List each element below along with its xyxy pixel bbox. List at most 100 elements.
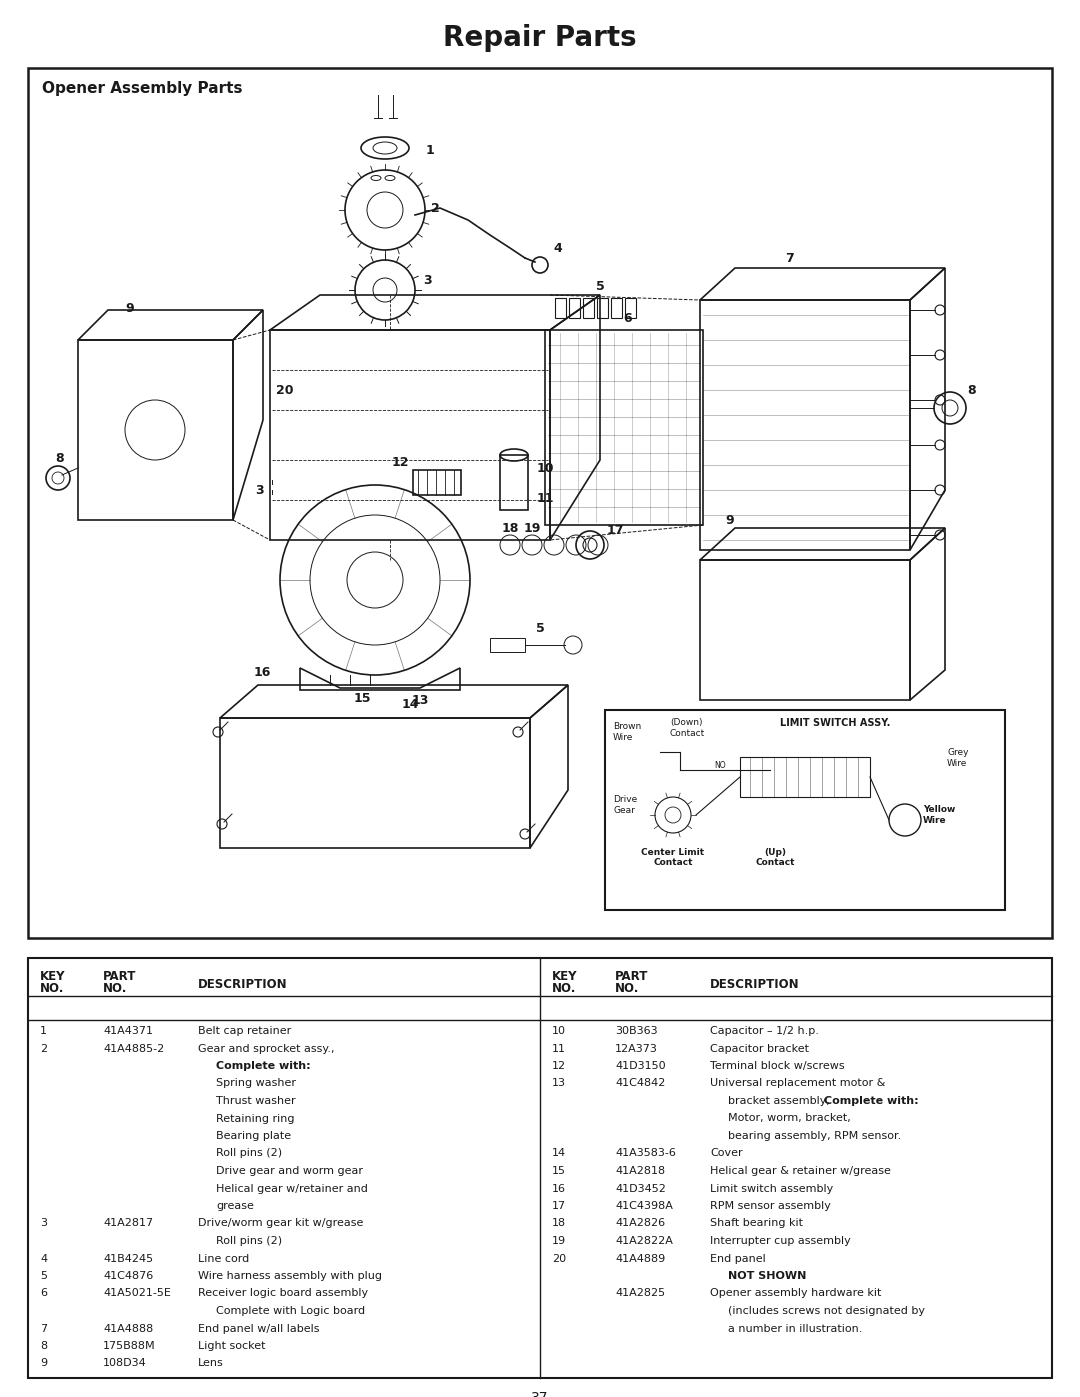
Bar — [413, 469, 461, 495]
Text: 17: 17 — [606, 524, 624, 536]
Text: Drive
Gear: Drive Gear — [613, 795, 637, 814]
Text: LIMIT SWITCH ASSY.: LIMIT SWITCH ASSY. — [780, 718, 890, 728]
Text: Opener assembly hardware kit: Opener assembly hardware kit — [710, 1288, 881, 1298]
Bar — [700, 560, 910, 700]
Text: Drive gear and worm gear: Drive gear and worm gear — [216, 1166, 363, 1176]
Text: 9: 9 — [125, 302, 134, 314]
Bar — [740, 757, 870, 798]
Text: Capacitor bracket: Capacitor bracket — [710, 1044, 809, 1053]
Text: 10: 10 — [552, 1025, 566, 1037]
Text: Cover: Cover — [710, 1148, 743, 1158]
Text: Limit switch assembly: Limit switch assembly — [710, 1183, 834, 1193]
Text: 3: 3 — [40, 1218, 48, 1228]
Text: 6: 6 — [623, 312, 632, 324]
Text: PART: PART — [615, 970, 648, 983]
Text: 7: 7 — [785, 251, 795, 264]
Text: Light socket: Light socket — [198, 1341, 266, 1351]
Text: 108D34: 108D34 — [103, 1358, 147, 1369]
Text: 41A2822A: 41A2822A — [615, 1236, 673, 1246]
Text: 175B88M: 175B88M — [103, 1341, 156, 1351]
Text: 8: 8 — [40, 1341, 48, 1351]
Text: Complete with:: Complete with: — [216, 1060, 311, 1071]
Text: Lens: Lens — [198, 1358, 224, 1369]
Text: Universal replacement motor &: Universal replacement motor & — [710, 1078, 886, 1088]
Text: 1: 1 — [426, 144, 434, 156]
Text: 10: 10 — [537, 461, 554, 475]
Text: 30B363: 30B363 — [615, 1025, 658, 1037]
Text: Line cord: Line cord — [198, 1253, 249, 1263]
Text: 11: 11 — [552, 1044, 566, 1053]
Text: RPM sensor assembly: RPM sensor assembly — [710, 1201, 831, 1211]
Text: 41D3452: 41D3452 — [615, 1183, 666, 1193]
Text: Drive/worm gear kit w/grease: Drive/worm gear kit w/grease — [198, 1218, 363, 1228]
Text: End panel: End panel — [710, 1253, 766, 1263]
Text: Yellow
Wire: Yellow Wire — [923, 805, 956, 826]
Text: 41C4876: 41C4876 — [103, 1271, 153, 1281]
Text: 19: 19 — [552, 1236, 566, 1246]
Bar — [597, 298, 608, 319]
Text: 41A2825: 41A2825 — [615, 1288, 665, 1298]
Bar — [28, 958, 1052, 1377]
Text: Retaining ring: Retaining ring — [216, 1113, 295, 1123]
Text: a number in illustration.: a number in illustration. — [728, 1323, 862, 1334]
Bar — [545, 330, 703, 525]
Text: DESCRIPTION: DESCRIPTION — [198, 978, 287, 990]
Text: Complete with Logic board: Complete with Logic board — [216, 1306, 365, 1316]
Text: Helical gear & retainer w/grease: Helical gear & retainer w/grease — [710, 1166, 891, 1176]
Text: 41A2818: 41A2818 — [615, 1166, 665, 1176]
Text: 41C4842: 41C4842 — [615, 1078, 665, 1088]
Text: 12A373: 12A373 — [615, 1044, 658, 1053]
Text: 13: 13 — [411, 693, 429, 707]
Bar — [605, 710, 1005, 909]
Text: 4: 4 — [554, 242, 563, 254]
Text: Brown
Wire: Brown Wire — [613, 722, 642, 742]
Text: 6: 6 — [40, 1288, 48, 1298]
Text: Thrust washer: Thrust washer — [216, 1097, 296, 1106]
Text: 41A4885-2: 41A4885-2 — [103, 1044, 164, 1053]
Text: 3: 3 — [423, 274, 432, 286]
Text: 4: 4 — [40, 1253, 48, 1263]
Text: 41B4245: 41B4245 — [103, 1253, 153, 1263]
Text: (includes screws not designated by: (includes screws not designated by — [728, 1306, 924, 1316]
Text: KEY: KEY — [40, 970, 66, 983]
Bar — [611, 298, 622, 319]
Bar — [583, 298, 594, 319]
Text: KEY: KEY — [552, 970, 578, 983]
Text: 2: 2 — [40, 1044, 48, 1053]
Bar — [569, 298, 580, 319]
Text: bearing assembly, RPM sensor.: bearing assembly, RPM sensor. — [728, 1132, 901, 1141]
Text: 37: 37 — [531, 1391, 549, 1397]
Text: 1: 1 — [40, 1025, 48, 1037]
Text: 41A4889: 41A4889 — [615, 1253, 665, 1263]
Text: 17: 17 — [552, 1201, 566, 1211]
Text: 11: 11 — [537, 492, 554, 504]
Text: Wire harness assembly with plug: Wire harness assembly with plug — [198, 1271, 382, 1281]
Text: NO: NO — [714, 761, 726, 771]
Text: End panel w/all labels: End panel w/all labels — [198, 1323, 320, 1334]
Text: 41A5021-5E: 41A5021-5E — [103, 1288, 171, 1298]
Text: Interrupter cup assembly: Interrupter cup assembly — [710, 1236, 851, 1246]
Text: NO.: NO. — [552, 982, 577, 995]
Bar — [220, 718, 530, 848]
Text: Center Limit
Contact: Center Limit Contact — [642, 848, 704, 868]
Text: 12: 12 — [552, 1060, 566, 1071]
Text: 14: 14 — [552, 1148, 566, 1158]
Text: 41A4888: 41A4888 — [103, 1323, 153, 1334]
Text: NOT SHOWN: NOT SHOWN — [728, 1271, 807, 1281]
Text: 9: 9 — [40, 1358, 48, 1369]
Text: 18: 18 — [501, 521, 518, 535]
Text: NO.: NO. — [40, 982, 65, 995]
Text: 41A2826: 41A2826 — [615, 1218, 665, 1228]
Text: Repair Parts: Repair Parts — [443, 24, 637, 52]
Text: 15: 15 — [552, 1166, 566, 1176]
Text: 41C4398A: 41C4398A — [615, 1201, 673, 1211]
Text: 8: 8 — [56, 451, 65, 464]
Text: NO.: NO. — [103, 982, 127, 995]
Text: Complete with:: Complete with: — [824, 1097, 919, 1106]
Text: Capacitor – 1/2 h.p.: Capacitor – 1/2 h.p. — [710, 1025, 819, 1037]
Text: Receiver logic board assembly: Receiver logic board assembly — [198, 1288, 368, 1298]
Text: 15: 15 — [353, 692, 370, 704]
Text: PART: PART — [103, 970, 136, 983]
Text: bracket assembly,: bracket assembly, — [728, 1097, 834, 1106]
Text: Terminal block w/screws: Terminal block w/screws — [710, 1060, 845, 1071]
